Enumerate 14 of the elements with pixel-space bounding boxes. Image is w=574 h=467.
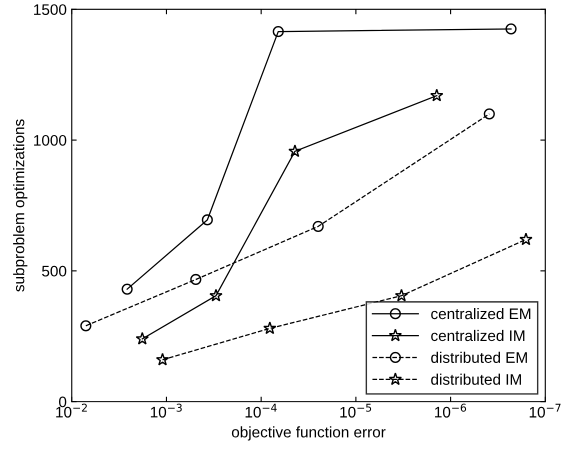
legend-label: centralized IM <box>431 330 524 342</box>
y-axis-title: subproblem optimizations <box>13 119 28 292</box>
x-tick-label: 10$^{−5}$ <box>340 404 372 418</box>
y-tick-label: 1000 <box>34 134 66 146</box>
x-tick-label: 10$^{−6}$ <box>435 404 466 418</box>
x-tick-label: 10$^{−7}$ <box>530 404 561 418</box>
x-axis-title: objective function error <box>232 426 386 441</box>
x-tick-label: 10$^{−3}$ <box>150 404 182 418</box>
x-tick-label: 10$^{−4}$ <box>246 404 277 418</box>
y-tick-label: 1500 <box>34 4 66 16</box>
y-tick-label: 500 <box>42 266 66 277</box>
legend-label: distributed EM <box>431 352 527 363</box>
legend-label: centralized EM <box>431 308 530 320</box>
legend-label: distributed IM <box>431 374 521 385</box>
